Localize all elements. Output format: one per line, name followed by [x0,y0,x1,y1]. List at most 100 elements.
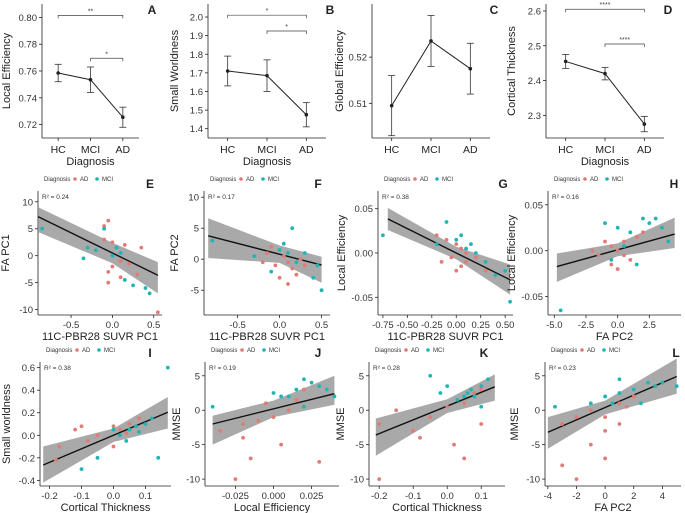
x-tick-label: 0.000 [262,491,286,502]
scatter-point-mci [660,225,664,230]
scatter-point-mci [503,268,508,273]
scatter-point-mci [79,467,84,471]
legend-swatch-ad [404,348,408,352]
scatter-point-mci [646,380,650,385]
y-tick-label: 10 [188,193,199,204]
scatter-point-ad [302,263,307,268]
y-tick-label: 0.51 [349,99,368,110]
x-tick-label: 0.0 [273,320,286,331]
scatter-point-ad [631,394,636,399]
x-tick-label: -0.025 [222,491,249,502]
x-axis-title: FA PC2 [596,331,633,343]
scatter-point-mci [279,394,284,399]
scatter-point-mci [428,373,433,378]
x-tick-label: 2.5 [643,320,656,331]
scatter-point-ad [434,233,439,238]
x-tick-label: HC [384,144,400,156]
y-axis-title: FA PC1 [0,234,12,271]
y-tick-label: -0.4 [19,476,35,487]
scatter-point-mci [462,394,467,399]
legend-label-ad: AD [82,348,91,354]
scatter-point-mci [459,233,464,238]
y-tick-label: 0.05 [355,204,374,215]
scatter-point-mci [666,239,671,244]
scatter-point-ad [277,275,282,280]
scatter-point-mci [93,248,98,253]
legend-swatch-mci [605,177,609,181]
scatter-point-mci [127,427,132,432]
x-tick-label: -0.5 [63,320,79,331]
x-tick-label: -0.5 [229,320,245,331]
scatter-point-ad [127,422,132,426]
scatter-point-ad [118,259,123,263]
r-squared-label: R² = 0.23 [549,365,576,372]
scatter-point-ad [118,275,123,280]
scatter-point-ad [279,442,284,447]
r-squared-label: R² = 0.17 [208,194,235,201]
panel-h: -0.05 0.00 0.05 -5.0 -2.5 0.0 2.5 FA PC2 Local E… [506,177,681,343]
y-tick-label: -0.05 [351,293,373,304]
significance-label: * [285,24,288,31]
x-tick-label: -2.5 [578,320,594,331]
scatter-point-mci [479,384,484,389]
scatter-point-ad [588,408,593,413]
scatter-point-ad [615,248,620,253]
scatter-point-ad [73,427,78,432]
scatter-point-mci [641,216,645,221]
scatter-point-ad [464,259,468,264]
scatter-point-mci [302,404,306,409]
y-tick-label: 0 [535,406,540,417]
scatter-point-mci [302,377,306,382]
regression-line [375,386,496,436]
scatter-point-ad [111,444,116,449]
x-axis-title: Cortical Thickness [392,502,482,513]
significance-label: ** [88,8,94,15]
y-tick-label: 1.9 [190,31,203,42]
y-tick-label: -10 [19,305,33,316]
scatter-point-ad [302,387,306,392]
y-tick-label: 5 [28,224,33,235]
panel-letter: E [146,177,154,191]
x-axis-title: 11C-PBR28 SUVR PC1 [209,331,325,343]
scatter-point-ad [54,458,58,462]
scatter-point-mci [286,394,291,399]
x-axis-title: Diagnosis [581,156,630,168]
r-squared-label: R² = 0.38 [382,194,409,201]
y-axis-title: MMSE [171,408,183,441]
scatter-point-ad [124,431,129,435]
x-tick-label: 0.0 [611,320,624,331]
x-tick-label: MCI [81,144,100,156]
scatter-point-mci [149,416,154,421]
scatter-point-ad [560,422,565,426]
scatter-point-mci [315,263,320,268]
confidence-band [38,207,158,294]
scatter-point-mci [558,308,563,313]
confidence-band [43,396,168,483]
panel-letter: F [314,177,321,191]
scatter-point-ad [615,267,620,271]
scatter-point-mci [628,230,633,235]
x-tick-label: -2 [572,491,580,502]
scatter-point-ad [298,257,303,262]
data-point [642,122,647,126]
scatter-point-ad [102,224,107,228]
regression-line [208,235,322,266]
regression-line [37,215,159,276]
data-point [225,69,230,73]
scatter-point-ad [256,418,261,423]
scatter-point-ad [464,251,468,255]
scatter-point-ad [294,397,299,402]
panel-g: -0.05 0.00 0.05 -0.75 -0.50 -0.25 0.00 0.25 0.50… [336,177,514,343]
scatter-point-mci [464,246,468,251]
scatter-point-mci [124,439,129,443]
y-tick-label: 0 [194,255,199,266]
scatter-point-ad [218,428,223,433]
scatter-point-mci [131,283,135,288]
y-tick-label: -5 [25,278,33,289]
scatter-point-ad [155,310,160,315]
scatter-point-mci [508,299,512,304]
y-tick-label: 0 [195,406,200,417]
y-tick-label: -5 [356,440,364,451]
